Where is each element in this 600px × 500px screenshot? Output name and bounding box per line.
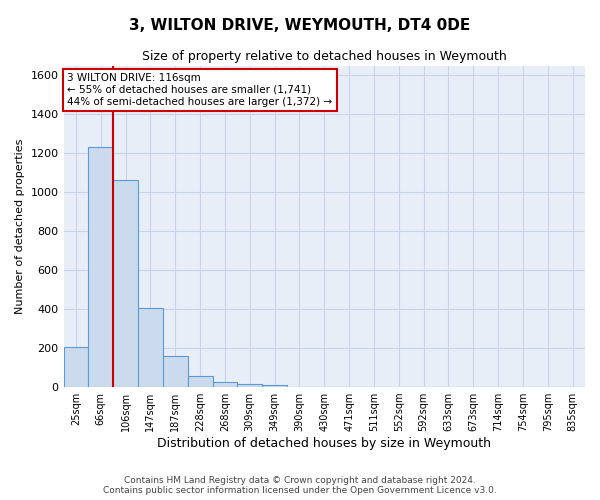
Bar [113, 180, 138, 387]
Text: 3, WILTON DRIVE, WEYMOUTH, DT4 0DE: 3, WILTON DRIVE, WEYMOUTH, DT4 0DE [130, 18, 470, 32]
Bar [138, 308, 163, 387]
Bar [188, 376, 212, 387]
X-axis label: Distribution of detached houses by size in Weymouth: Distribution of detached houses by size … [157, 437, 491, 450]
Bar [212, 382, 238, 387]
Text: Contains HM Land Registry data © Crown copyright and database right 2024.
Contai: Contains HM Land Registry data © Crown c… [103, 476, 497, 495]
Y-axis label: Number of detached properties: Number of detached properties [15, 138, 25, 314]
Bar [88, 148, 113, 387]
Bar [238, 384, 262, 387]
Bar [262, 385, 287, 387]
Bar [64, 347, 88, 387]
Title: Size of property relative to detached houses in Weymouth: Size of property relative to detached ho… [142, 50, 506, 63]
Bar [163, 356, 188, 387]
Text: 3 WILTON DRIVE: 116sqm
← 55% of detached houses are smaller (1,741)
44% of semi-: 3 WILTON DRIVE: 116sqm ← 55% of detached… [67, 74, 332, 106]
